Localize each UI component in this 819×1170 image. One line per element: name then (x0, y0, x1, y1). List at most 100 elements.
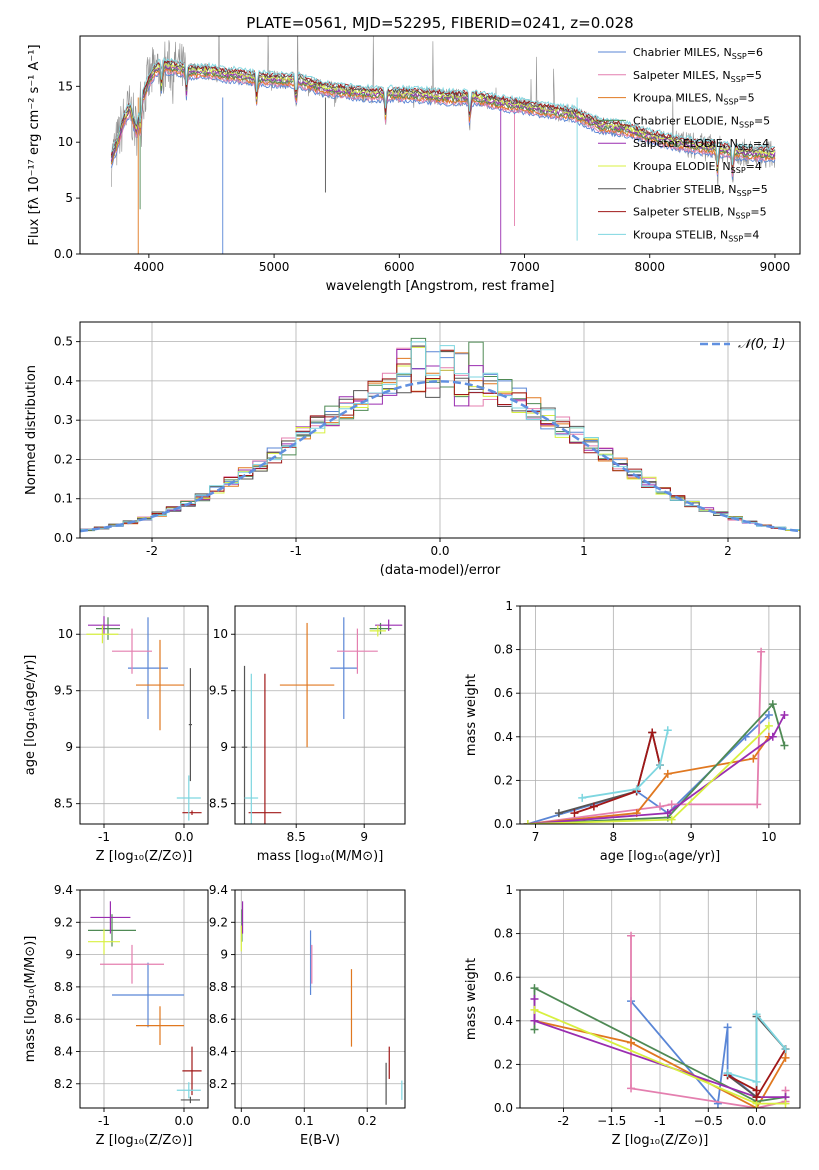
errorbar-salpeter_stelib (182, 810, 202, 815)
axes-frame (79, 889, 209, 1109)
y-tick-label: 0.0 (494, 817, 513, 831)
weight-marker (768, 700, 777, 709)
weight-line-kroupa_stelib (582, 730, 669, 799)
weight-marker (627, 1084, 636, 1093)
axes-frame (234, 605, 406, 825)
panel-mass_vs_Z: -1 0.0 8.2 8.4 8.6 8.8 9 9.2 9.4 Z [log₁₀(Z/Z⊙)] m… (23, 883, 209, 1148)
weight-marker (749, 754, 758, 763)
legend-entry: Salpeter ELODIE, NSSP=4 (633, 137, 769, 152)
y-tick-label: 0.1 (54, 492, 73, 506)
x-axis-label: (data-model)/error (380, 563, 501, 578)
y-tick-label: 9.5 (209, 684, 228, 698)
x-tick-label: 0.0 (174, 830, 193, 844)
legend-entry: Salpeter STELIB, NSSP=5 (633, 206, 767, 221)
x-tick-label: 10 (761, 830, 776, 844)
spectrum-model-salpeter_stelib (110, 59, 776, 168)
y-axis-label: mass [log₁₀(M/M⊙)] (23, 936, 38, 1063)
weight-marker (648, 728, 657, 737)
y-tick-label: 0.3 (54, 413, 73, 427)
y-tick-label: 1 (505, 599, 513, 613)
y-axis-label: mass weight (464, 674, 479, 756)
y-tick-label: 8.8 (54, 980, 73, 994)
weight-marker (663, 809, 672, 818)
x-tick-label: 8.5 (287, 830, 306, 844)
y-tick-label: 8.6 (209, 1012, 228, 1026)
weight-marker (764, 721, 773, 730)
weight-marker (781, 1053, 790, 1062)
panels: 4000 5000 6000 7000 8000 9000 0.0 5 10 15 waveleng… (23, 35, 801, 1148)
x-tick-label: 7 (532, 830, 540, 844)
y-tick-label: 0.5 (54, 335, 73, 349)
y-tick-label: 0.6 (494, 970, 513, 984)
errorbar-kroupa_elodie (88, 928, 120, 955)
panel-weight_vs_age: 7 8 9 10 0.0 0.2 0.4 0.6 0.8 1 age [log₁₀(age/yr)]… (464, 599, 801, 864)
plot-area (235, 606, 405, 824)
x-axis-label: wavelength [Angstrom, rest frame] (326, 279, 555, 294)
panel-residuals: -2 -1 0.0 1 2 0.0 0.1 0.2 0.3 0.4 0.5 (data-model)/… (24, 321, 801, 578)
legend-entry: 𝒩(0, 1) (738, 337, 785, 352)
weight-marker (530, 1016, 539, 1025)
errorbar-chabrier_miles (330, 617, 358, 719)
spectrum-model-chabrier_elodie (110, 66, 776, 173)
errorbar-salpeter_elodie (375, 619, 403, 631)
plot-area (235, 890, 405, 1108)
x-axis-label: mass [log₁₀(M/M⊙)] (257, 849, 384, 864)
weight-marker (632, 785, 641, 794)
weight-marker (780, 741, 789, 750)
errorbar-salpeter_elodie (90, 901, 131, 934)
weight-marker (627, 1038, 636, 1047)
y-tick-label: 9 (65, 740, 73, 754)
x-tick-label: 1 (580, 544, 588, 558)
hist-kroupa_stelib (80, 341, 800, 531)
panel-age_vs_mass: 8.5 9 8.5 9 9.5 10 mass [log₁₀(M/M⊙)] (209, 605, 406, 864)
weight-marker (753, 800, 762, 809)
normal-curve (80, 380, 800, 533)
weight-marker (530, 984, 539, 993)
weight-marker (530, 1005, 539, 1014)
legend-entry: Kroupa ELODIE, NSSP=4 (633, 160, 762, 175)
weight-marker (578, 793, 587, 802)
x-tick-label: -1 (98, 1114, 110, 1128)
axes-frame (234, 889, 406, 1109)
plot-area (520, 606, 800, 824)
y-tick-label: 0.2 (494, 1057, 513, 1071)
y-tick-label: 8.2 (54, 1077, 73, 1091)
y-tick-label: 9.5 (54, 684, 73, 698)
x-tick-label: 9000 (760, 260, 791, 274)
y-tick-label: 0.2 (54, 452, 73, 466)
x-tick-label: -2 (557, 1114, 569, 1128)
y-tick-label: 0.0 (54, 531, 73, 545)
x-tick-label: −0.5 (694, 1114, 723, 1128)
plot-area (80, 606, 208, 824)
x-tick-label: 7000 (509, 260, 540, 274)
y-tick-label: 8.4 (54, 1044, 73, 1058)
weight-marker (667, 815, 676, 824)
plot-content (523, 647, 789, 824)
weight-marker (780, 711, 789, 719)
weight-marker (663, 769, 672, 778)
errorbar-kroupa_elodie (369, 625, 386, 637)
y-tick-label: 1 (505, 883, 513, 897)
y-tick-label: 0.2 (494, 773, 513, 787)
y-tick-label: 0.0 (494, 1101, 513, 1115)
weight-line-kroupa_stelib (727, 1011, 787, 1084)
errorbar-salpeter_stelib (248, 673, 282, 824)
errorbar-kroupa_miles (279, 622, 335, 748)
y-tick-label: 0.4 (494, 1014, 513, 1028)
y-tick-label: 9.4 (209, 883, 228, 897)
plot-content (530, 931, 790, 1108)
weight-marker (656, 802, 664, 811)
axes-frame (519, 605, 801, 825)
y-tick-label: 0.4 (54, 374, 73, 388)
y-tick-label: 9 (220, 740, 228, 754)
panel-spectrum: 4000 5000 6000 7000 8000 9000 0.0 5 10 15 waveleng… (27, 35, 801, 294)
axes-frame (79, 35, 801, 255)
y-tick-label: 8.2 (209, 1077, 228, 1091)
spectrum-model-salpeter_elodie (110, 65, 776, 172)
x-tick-label: 8000 (634, 260, 665, 274)
errorbar-chabrier_elodie (96, 617, 120, 640)
plot-content (240, 901, 403, 1105)
errorbar-kroupa_stelib (244, 673, 259, 824)
panel-age_vs_Z: -1 0.0 8.5 9 9.5 10 Z [log₁₀(Z/Z⊙)] age [log₁₀(… (23, 605, 209, 864)
